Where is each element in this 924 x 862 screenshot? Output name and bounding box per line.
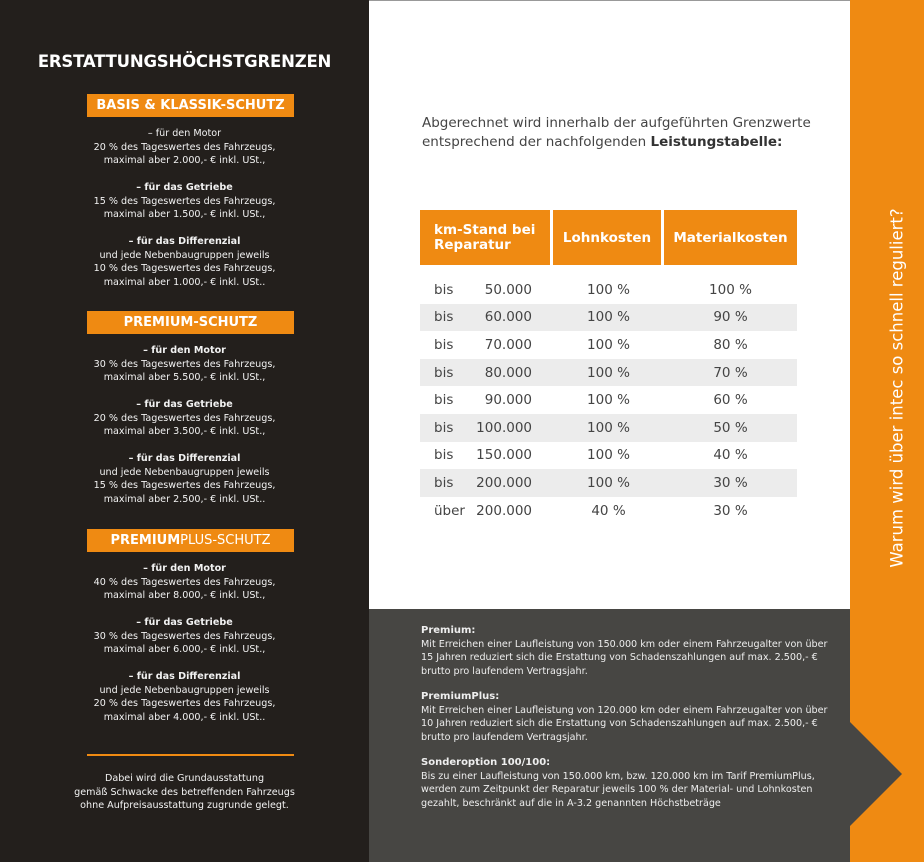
note: Sonderoption 100/100: Bis zu einer Laufle… — [421, 757, 815, 809]
limits-title: ERSTATTUNGSHÖCHSTGRENZEN — [37, 52, 332, 71]
divider — [87, 754, 294, 756]
table-row: bis 90.000 100 % 60 % — [434, 392, 748, 409]
table-row: bis 200.000 100 % 30 % — [420, 469, 797, 497]
limit-item: – für den Motor 20 % des Tageswertes des … — [93, 128, 276, 167]
arrow-right-icon — [850, 722, 902, 826]
side-heading: Warum wird über intec so schnell regulie… — [887, 208, 907, 568]
limit-item: – für den Motor 30 % des Tageswertes des … — [93, 345, 276, 384]
note: PremiumPlus: Mit Erreichen einer Laufleis… — [421, 691, 828, 743]
table-row: über 200.000 40 % 30 % — [434, 502, 748, 519]
intro-text: Abgerechnet wird innerhalb der aufgeführ… — [422, 115, 811, 150]
table-row: bis 70.000 100 % 80 % — [434, 336, 748, 353]
limit-item: – für das Differenzial und jede Nebenbaug… — [93, 453, 276, 505]
side-strip — [850, 0, 924, 862]
plan-badge: PREMIUMPLUS-SCHUTZ — [87, 529, 294, 552]
limit-item: – für das Getriebe 15 % des Tageswertes d… — [93, 182, 276, 221]
top-rule — [369, 0, 850, 1]
limit-item: – für das Getriebe 30 % des Tageswertes d… — [93, 617, 276, 656]
table-row: bis 150.000 100 % 40 % — [434, 447, 748, 464]
plan-badge: PREMIUM-SCHUTZ — [87, 311, 294, 334]
note: Premium: Mit Erreichen einer Laufleistung… — [421, 625, 828, 677]
table-row: bis 100.000 100 % 50 % — [420, 413, 797, 442]
limit-item: – für das Getriebe 20 % des Tageswertes d… — [93, 399, 276, 438]
header-km: km-Stand bei Reparatur — [420, 210, 553, 265]
limit-item: – für das Differenzial und jede Nebenbaug… — [93, 236, 276, 288]
limits-panel: ERSTATTUNGSHÖCHSTGRENZEN BASIS & KLASSIK… — [0, 0, 369, 862]
table-row: bis 50.000 100 % 100 % — [434, 281, 752, 298]
table-row: bis 60.000 100 % 90 % — [420, 303, 797, 332]
plan-badge: BASIS & KLASSIK-SCHUTZ — [87, 94, 294, 117]
limit-item: – für das Differenzial und jede Nebenbaug… — [93, 671, 276, 723]
header-labor: Lohnkosten — [553, 210, 664, 265]
notes-panel: Premium: Mit Erreichen einer Laufleistung… — [369, 609, 850, 862]
table-row: bis 80.000 100 % 70 % — [420, 358, 797, 387]
header-material: Materialkosten — [664, 210, 797, 265]
benefit-table: km-Stand bei Reparatur Lohnkosten Materi… — [420, 210, 797, 524]
footer-note: Dabei wird die Grundausstattung gemäß Sc… — [74, 773, 295, 812]
limit-item: – für den Motor 40 % des Tageswertes des … — [93, 563, 276, 602]
